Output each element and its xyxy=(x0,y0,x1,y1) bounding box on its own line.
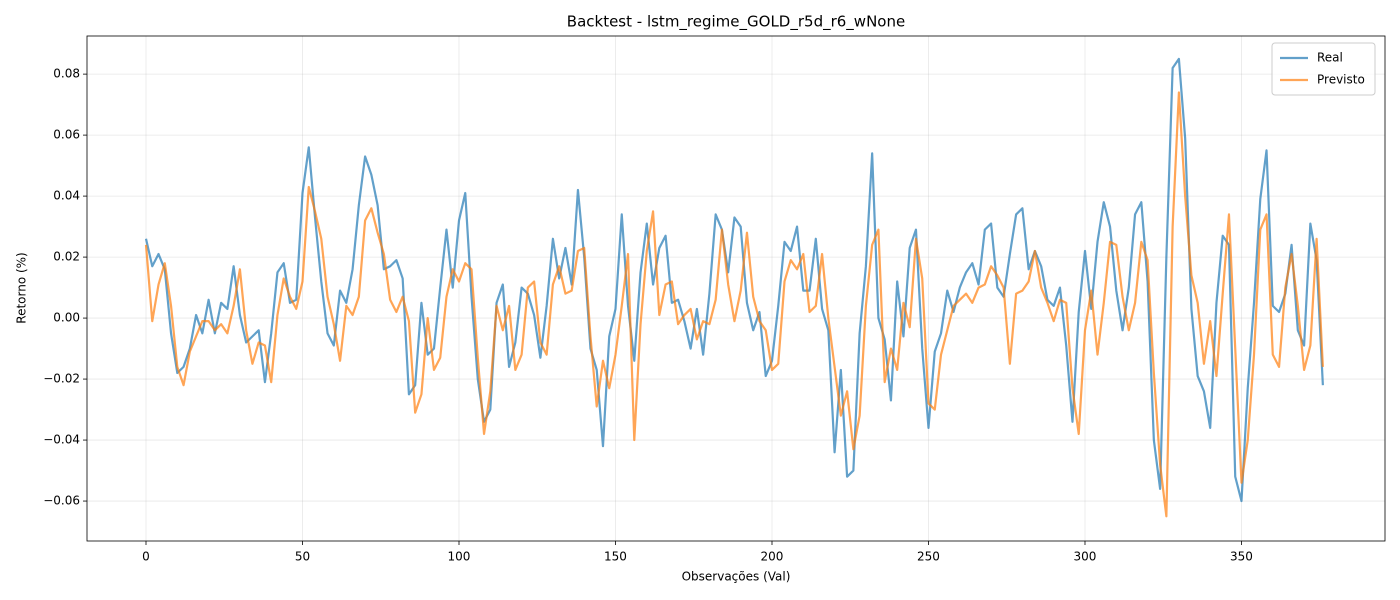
x-tick-label: 50 xyxy=(295,550,310,564)
x-tick-label: 150 xyxy=(604,550,627,564)
legend-box xyxy=(1271,42,1376,96)
plot-frame xyxy=(86,35,1386,542)
y-axis-label: Retorno (%) xyxy=(15,252,29,323)
legend-label: Previsto xyxy=(1317,73,1365,87)
y-tick-label: −0.06 xyxy=(43,494,80,508)
series-line xyxy=(144,91,1324,518)
x-tick-label: 100 xyxy=(448,550,471,564)
legend-label: Real xyxy=(1317,51,1343,65)
y-tick-label: 0.08 xyxy=(53,67,80,81)
series-line xyxy=(144,57,1324,503)
legend: Real Previsto xyxy=(1271,42,1376,96)
chart-title: Backtest - lstm_regime_GOLD_r5d_r6_wNone xyxy=(567,13,905,32)
y-tick-label: 0.00 xyxy=(53,311,80,325)
y-tick-label: 0.06 xyxy=(53,128,80,142)
x-tick-label: 0 xyxy=(142,550,150,564)
x-tick-label: 300 xyxy=(1074,550,1097,564)
y-tick-label: −0.02 xyxy=(43,372,80,386)
x-tick-label: 200 xyxy=(761,550,784,564)
x-tick-label: 250 xyxy=(917,550,940,564)
x-tick-label: 350 xyxy=(1230,550,1253,564)
y-tick-label: −0.04 xyxy=(43,433,80,447)
y-tick-label: 0.04 xyxy=(53,189,80,203)
y-tick-label: 0.02 xyxy=(53,250,80,264)
x-axis-label: Observações (Val) xyxy=(682,570,791,584)
